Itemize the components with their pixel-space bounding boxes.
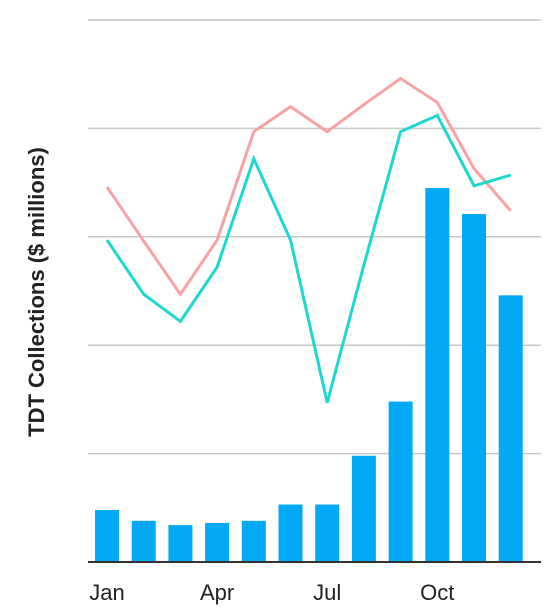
bar-8 xyxy=(351,455,376,562)
bar-5 xyxy=(241,520,266,562)
y-axis-title: TDT Collections ($ millions) xyxy=(24,147,49,437)
bar-series xyxy=(95,188,523,562)
bar-1 xyxy=(95,509,119,562)
bar-7 xyxy=(315,504,340,562)
bar-2 xyxy=(131,520,156,562)
line-series xyxy=(105,76,512,404)
bar-6 xyxy=(278,504,303,562)
bar-9 xyxy=(388,401,413,562)
x-tick-label: Oct xyxy=(420,580,454,605)
line-series-pink xyxy=(105,76,512,297)
bar-12 xyxy=(498,295,523,562)
bar-10 xyxy=(425,188,450,562)
bar-3 xyxy=(168,525,193,562)
x-tick-label: Jan xyxy=(89,580,124,605)
bar-4 xyxy=(205,522,230,562)
x-tick-labels: Jan Apr Jul Oct xyxy=(89,580,454,605)
line-series-cyan xyxy=(105,113,512,404)
x-tick-label: Jul xyxy=(313,580,341,605)
x-tick-label: Apr xyxy=(200,580,234,605)
bar-11 xyxy=(462,214,486,562)
